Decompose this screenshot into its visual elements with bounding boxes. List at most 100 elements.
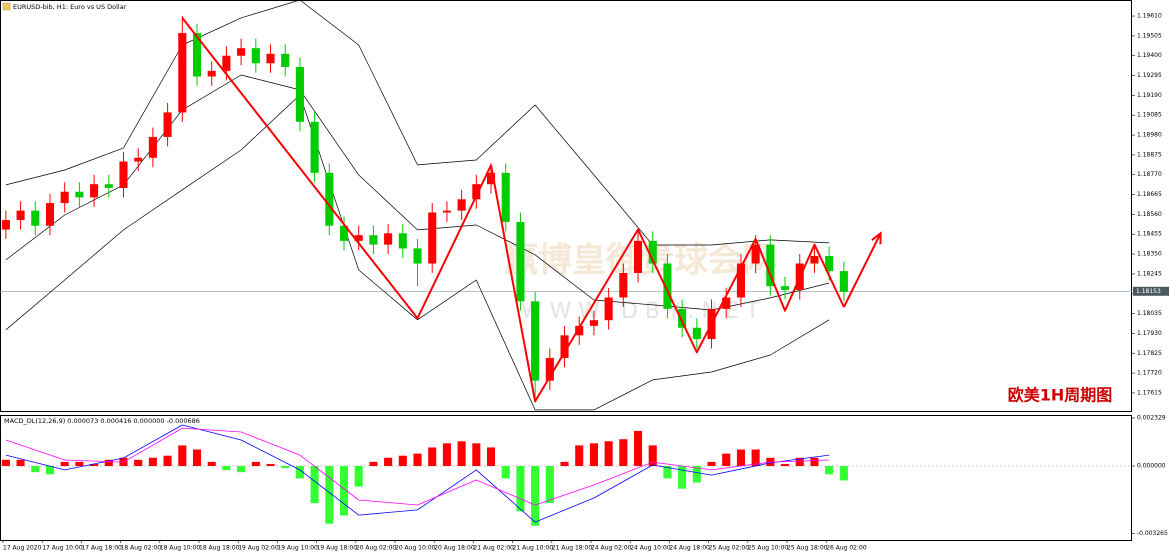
candle-body: [384, 233, 393, 245]
y-tick-label: 1.19085: [1137, 112, 1162, 119]
candle-body: [354, 235, 363, 241]
candle-body: [531, 301, 540, 381]
x-tick-label: 24 Aug 02:00: [591, 545, 632, 552]
macd-bar: [472, 443, 481, 467]
current-price-box: [1133, 286, 1169, 296]
candle-body: [648, 240, 657, 264]
candle-body: [751, 244, 760, 264]
watermark-url: W W W . D B Y . N E T: [521, 299, 760, 324]
macd-bar: [325, 466, 334, 524]
candle-body: [192, 33, 202, 77]
candle-body: [369, 235, 378, 245]
x-tick-label: 18 Aug 10:00: [160, 545, 201, 552]
zigzag-line: [181, 17, 845, 403]
macd-bar: [648, 445, 657, 467]
x-tick-label: 19 Aug 18:00: [317, 545, 358, 552]
candle-body: [413, 248, 422, 264]
x-tick-label: 19 Aug 02:00: [238, 545, 279, 552]
macd-bar: [575, 445, 584, 467]
macd-bar: [237, 466, 246, 473]
macd-bar: [148, 457, 157, 467]
macd-bar: [163, 455, 172, 467]
candle-body: [104, 184, 113, 188]
macd-bar: [104, 459, 113, 467]
x-tick-label: 25 Aug 02:00: [709, 545, 750, 552]
candle-body: [237, 48, 246, 56]
y-tick-label: 1.18875: [1137, 151, 1162, 158]
candle-body: [178, 33, 187, 113]
candle-body: [663, 263, 672, 309]
y-tick-label: 1.18350: [1137, 251, 1162, 258]
bollinger-middle: [5, 74, 830, 311]
macd-bar: [501, 466, 510, 479]
macd-plot: [0, 424, 1132, 526]
x-tick-label: 25 Aug 10:00: [748, 545, 789, 552]
candle-body: [119, 161, 128, 188]
candle-body: [134, 157, 143, 162]
macd-bar: [589, 443, 598, 467]
macd-bar: [354, 466, 363, 487]
macd-bar: [369, 461, 378, 467]
y-tick-label: 1.19295: [1137, 72, 1162, 79]
macd-bar: [134, 459, 143, 467]
candle-body: [766, 244, 775, 287]
y-tick-label: 1.18665: [1137, 191, 1162, 198]
candle-body: [281, 53, 290, 68]
macd-bar: [192, 449, 202, 467]
candle-body: [1, 220, 10, 230]
candle-body: [266, 53, 275, 64]
candle-body: [295, 67, 304, 122]
x-tick-label: 25 Aug 18:00: [787, 545, 828, 552]
candle-body: [310, 121, 319, 173]
macd-bar: [619, 439, 628, 467]
candle-body: [810, 255, 819, 264]
macd-bar: [633, 430, 643, 467]
macd-bar: [722, 453, 731, 467]
macd-bar: [810, 457, 819, 467]
macd-main-line: [5, 424, 830, 523]
x-tick-label: 17 Aug 2020: [3, 545, 42, 552]
macd-bar: [339, 466, 349, 516]
macd-bar: [310, 466, 319, 504]
x-tick-label: 17 Aug 18:00: [81, 545, 122, 552]
candle-body: [472, 184, 481, 200]
x-tick-label: 20 Aug 18:00: [434, 545, 475, 552]
candle-body: [60, 191, 69, 204]
macd-bar: [222, 466, 231, 471]
x-tick-label: 21 Aug 18:00: [552, 545, 593, 552]
macd-bar: [31, 466, 40, 473]
macd-bar: [531, 466, 540, 526]
macd-bar: [281, 466, 290, 469]
candle-body: [325, 172, 334, 226]
candle-body: [678, 308, 687, 328]
y-tick-label: 1.18035: [1137, 310, 1162, 317]
symbol-icon: [2, 2, 11, 11]
axes: 1.19610 1.19505 1.19400 1.19295 1.19190 1.190…: [2, 13, 1169, 552]
macd-bar: [560, 461, 569, 467]
candle-body: [619, 272, 628, 298]
candle-body: [207, 70, 216, 77]
y-tick-label: 1.18980: [1137, 132, 1162, 139]
y-tick-label: 0.000000: [1137, 463, 1166, 470]
macd-bar: [266, 463, 275, 467]
macd-bar: [398, 455, 407, 467]
x-tick-label: 26 Aug 02:00: [826, 545, 867, 552]
candle-body: [16, 210, 25, 221]
macd-title: MACD_DL(12,26,9) 0.000073 0.000416 0.000…: [4, 417, 200, 425]
macd-bar: [825, 466, 834, 475]
macd-bar: [486, 447, 496, 467]
macd-bar: [413, 453, 422, 467]
macd-bar: [178, 445, 187, 467]
candle-body: [163, 112, 172, 137]
candle-body: [839, 271, 848, 292]
y-tick-label: 1.17720: [1137, 370, 1162, 377]
candle-body: [501, 172, 510, 222]
candle-body: [722, 297, 731, 309]
candle-body: [545, 357, 554, 381]
macd-bar: [545, 466, 554, 504]
y-tick-label: 1.18245: [1137, 270, 1162, 277]
candle-body: [90, 184, 99, 198]
x-tick-label: 18 Aug 18:00: [199, 545, 240, 552]
current-price-label: 1.18153: [1136, 288, 1161, 295]
macd-signal-line: [5, 427, 830, 506]
